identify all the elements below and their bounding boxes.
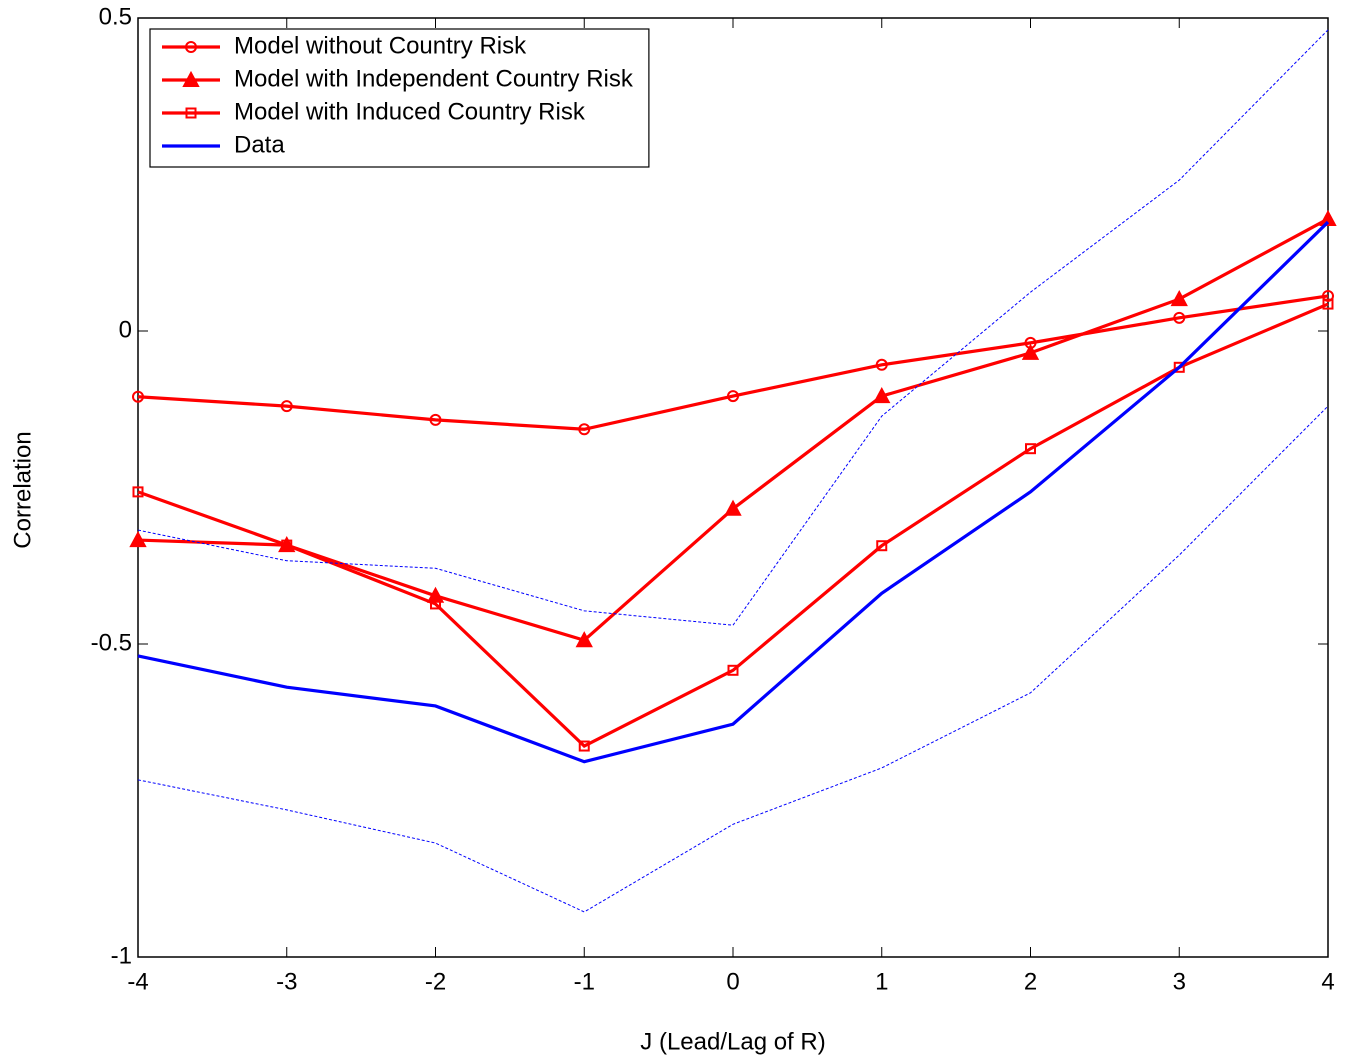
legend: Model without Country Risk Model with Ind… (149, 28, 650, 168)
legend-label: Model with Induced Country Risk (234, 98, 586, 125)
x-tick-label: 4 (1321, 968, 1334, 995)
marker (873, 386, 891, 404)
marker (132, 390, 144, 403)
marker (575, 631, 593, 648)
x-tick-label: 3 (1173, 968, 1186, 995)
band-line (137, 29, 1329, 626)
y-tick-label: -1 (111, 942, 132, 969)
marker (578, 740, 590, 752)
marker (185, 107, 197, 119)
marker (875, 358, 888, 371)
marker (876, 540, 888, 552)
marker (727, 390, 739, 403)
legend-label: Model without Country Risk (234, 32, 527, 59)
marker (1173, 361, 1185, 373)
y-axis-label: Correlation (9, 431, 36, 548)
series-line (137, 220, 1330, 764)
marker (1322, 298, 1334, 310)
marker (1025, 443, 1036, 455)
marker (578, 423, 591, 436)
x-tick-label: 1 (875, 968, 888, 995)
x-tick-label: -2 (425, 968, 446, 995)
plot-area (137, 17, 1329, 958)
legend-box (149, 28, 650, 168)
marker (1322, 289, 1334, 302)
y-tick-label: 0.5 (99, 3, 132, 30)
marker (129, 530, 147, 548)
legend-label: Model with Independent Country Risk (234, 65, 634, 92)
marker (1319, 209, 1337, 226)
marker (429, 413, 442, 426)
x-tick-label: 2 (1024, 968, 1037, 995)
marker (185, 41, 197, 53)
legend-label: Data (234, 131, 285, 158)
y-tick-label: -0.5 (91, 629, 132, 656)
marker (430, 598, 441, 610)
x-axis-label: J (Lead/Lag of R) (640, 1028, 825, 1055)
x-tick-label: 0 (726, 968, 739, 995)
x-tick-label: -4 (127, 968, 148, 995)
marker (1170, 289, 1188, 307)
x-tick-label: -3 (276, 968, 297, 995)
series-line (137, 302, 1329, 748)
marker (280, 400, 293, 413)
x-tick-label: -1 (574, 968, 595, 995)
marker (182, 70, 200, 87)
marker (132, 486, 144, 498)
marker (1173, 311, 1186, 324)
series-line (137, 294, 1329, 431)
marker (724, 499, 742, 516)
band-line (137, 405, 1329, 913)
marker (281, 539, 293, 551)
marker (1021, 343, 1040, 360)
marker (727, 664, 739, 676)
y-tick-label: 0 (119, 316, 132, 343)
